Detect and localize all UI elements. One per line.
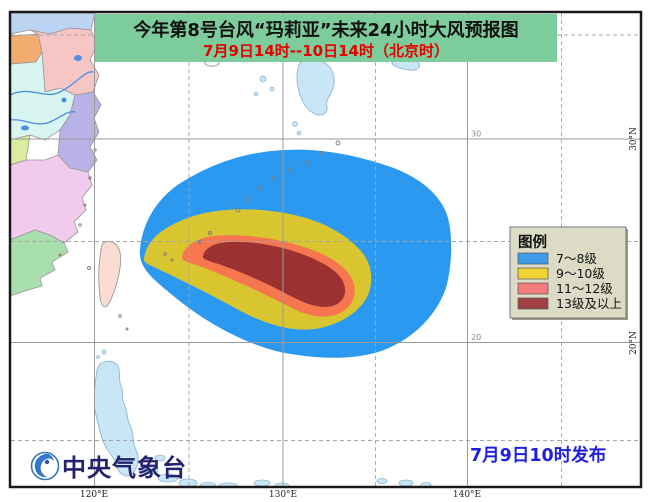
philippines-islands — [93, 349, 432, 486]
map-frame — [8, 10, 643, 489]
islet — [170, 258, 174, 262]
province-shape — [11, 229, 69, 297]
river — [11, 111, 76, 125]
islet — [274, 482, 290, 486]
wind-zones — [139, 149, 452, 358]
islet — [96, 355, 100, 359]
japan-islands — [204, 57, 421, 136]
legend-swatch-13-plus — [517, 297, 549, 310]
title-banner-bg — [95, 14, 557, 62]
islet — [420, 482, 432, 486]
islet — [253, 479, 271, 486]
map-title: 今年第8号台风“玛莉亚”未来24小时大风预报图 — [133, 19, 518, 41]
islet — [83, 203, 87, 207]
cma-logo: 中央气象台 — [30, 451, 187, 482]
lake — [21, 125, 29, 131]
islet — [118, 314, 122, 318]
islet — [163, 252, 167, 256]
river — [11, 71, 94, 96]
islet — [244, 196, 250, 202]
map-subtitle: 7月9日14时--10日14时（北京时） — [203, 42, 449, 60]
islet — [58, 253, 62, 257]
legend-label: 7～8级 — [556, 251, 597, 266]
islet — [178, 478, 198, 486]
taiwan-island — [98, 240, 122, 308]
islet — [335, 140, 341, 146]
inline-lat-label: 20 — [471, 333, 481, 342]
islet — [125, 327, 129, 331]
x-axis-label: 120°E — [80, 490, 108, 500]
legend-label: 11～12级 — [556, 281, 613, 296]
legend-label: 13级及以上 — [556, 296, 622, 311]
islet — [296, 130, 302, 136]
y-axis-label: 30°N — [629, 127, 639, 151]
latitude-axis: 30°N 20°N — [629, 127, 639, 355]
islet — [257, 186, 261, 190]
islet — [253, 91, 259, 97]
mainland-china-provinces — [11, 13, 102, 297]
longitude-axis: 120°E 130°E 140°E — [80, 490, 481, 500]
islet — [398, 479, 414, 486]
legend-title: 图例 — [518, 233, 547, 251]
islet — [235, 207, 241, 213]
islet — [141, 465, 159, 475]
wind-zone-13-plus — [202, 241, 346, 307]
lake — [74, 55, 82, 61]
islet — [208, 231, 212, 235]
inline-lat-label: 30 — [471, 130, 481, 139]
lake — [61, 97, 67, 103]
islet — [199, 482, 217, 486]
islet — [154, 454, 166, 462]
islet — [78, 223, 82, 227]
graticule: 30 20 — [11, 13, 640, 486]
islet — [198, 240, 202, 244]
legend-swatch-9-10 — [517, 267, 549, 280]
province-shape — [57, 91, 102, 173]
legend: 图例 7～8级 9～10级 11～12级 13级及以上 — [509, 226, 628, 320]
cma-logo-swirl — [34, 453, 54, 478]
islet — [320, 151, 324, 155]
title-banner: 今年第8号台风“玛莉亚”未来24小时大风预报图 7月9日14时--10日14时（… — [95, 14, 557, 62]
legend-swatch-7-8 — [517, 252, 549, 265]
penghu-islet — [87, 266, 91, 270]
x-axis-label: 140°E — [453, 490, 481, 500]
islet — [287, 167, 293, 173]
cma-logo-dot — [44, 459, 50, 465]
legend-label: 9～10级 — [556, 266, 605, 281]
kyushu-island — [296, 58, 335, 116]
y-axis-label: 20°N — [629, 331, 639, 355]
x-axis-label: 130°E — [269, 490, 297, 500]
islet — [376, 478, 388, 484]
islet — [157, 473, 179, 483]
publish-time: 7月9日10时发布 — [470, 445, 606, 466]
islet — [217, 482, 239, 486]
ryukyu-islands — [163, 140, 341, 262]
legend-swatch-11-12 — [517, 282, 549, 295]
islet — [305, 160, 309, 164]
islet — [292, 121, 298, 127]
islet — [272, 176, 276, 180]
islet — [269, 86, 275, 92]
islet — [101, 349, 107, 355]
cma-wordmark: 中央气象台 — [62, 454, 187, 482]
islet — [259, 75, 267, 83]
islet — [88, 176, 92, 180]
